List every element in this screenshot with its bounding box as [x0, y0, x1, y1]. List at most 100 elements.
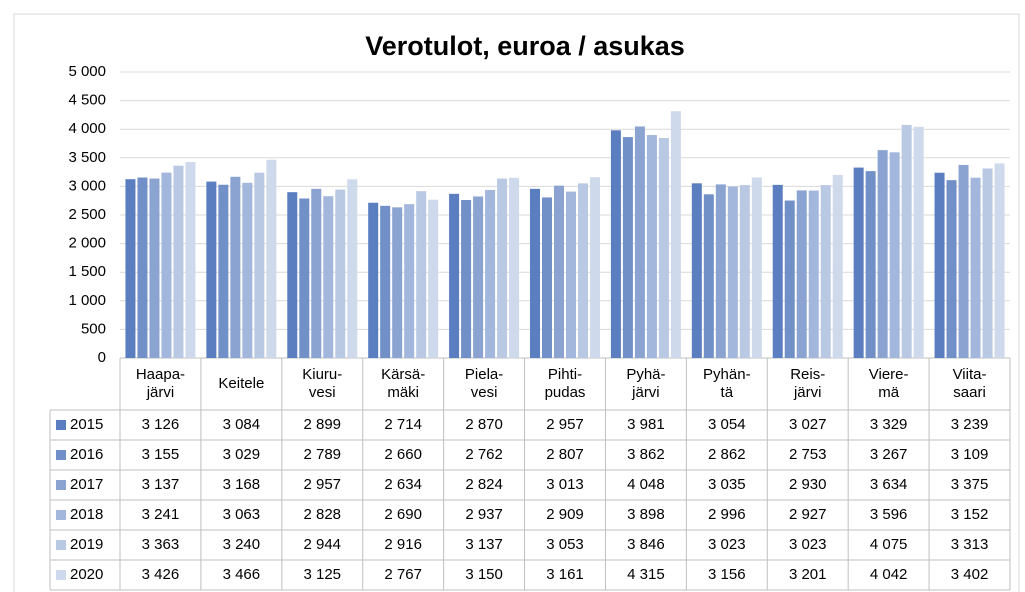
bar	[982, 168, 993, 358]
data-label: 4 048	[627, 476, 665, 493]
data-label: 2 824	[465, 476, 503, 493]
data-label: 4 075	[870, 536, 908, 553]
data-label: 3 155	[142, 446, 180, 463]
bar	[323, 196, 334, 358]
chart-title: Verotulot, euroa / asukas	[365, 31, 685, 61]
data-label: 3 846	[627, 536, 665, 553]
data-label: 2 690	[384, 506, 422, 523]
data-label: 3 426	[142, 566, 180, 583]
legend-label: 2017	[70, 476, 103, 493]
x-tick-label: Reis-	[790, 366, 825, 383]
data-label: 2 930	[789, 476, 827, 493]
bar	[796, 190, 807, 358]
bar	[877, 150, 888, 358]
x-tick-label: järvi	[146, 384, 175, 401]
bar	[994, 163, 1005, 358]
legend-swatch	[56, 450, 66, 460]
bar	[473, 196, 484, 358]
data-label: 3 084	[223, 416, 261, 433]
x-tick-label: Viere-	[869, 366, 909, 383]
bar	[691, 183, 702, 358]
x-tick-label: vesi	[309, 384, 336, 401]
bar	[578, 183, 588, 358]
data-label: 3 241	[142, 506, 180, 523]
data-label: 3 137	[142, 476, 180, 493]
bar	[242, 182, 253, 358]
data-label: 3 023	[708, 536, 746, 553]
data-label: 3 109	[951, 446, 989, 463]
data-label: 3 267	[870, 446, 908, 463]
legend-label: 2016	[70, 446, 103, 463]
data-label: 3 053	[546, 536, 584, 553]
data-label: 2 996	[708, 506, 746, 523]
y-tick-label: 5 000	[68, 63, 106, 80]
x-tick-label: Pyhä-	[626, 366, 665, 383]
y-tick-label: 3 500	[68, 149, 106, 166]
bar	[832, 174, 843, 358]
bar	[125, 179, 136, 358]
bar	[149, 178, 160, 358]
data-label: 2 807	[546, 446, 584, 463]
x-tick-label: järvi	[793, 384, 822, 401]
bar	[254, 172, 265, 358]
bar	[566, 191, 576, 358]
data-label: 3 125	[303, 566, 341, 583]
bar	[449, 193, 460, 358]
bar	[218, 184, 229, 358]
bar	[889, 152, 900, 358]
bar	[530, 188, 540, 358]
x-tick-label: Haapa-	[136, 366, 185, 383]
bar	[206, 181, 217, 358]
data-label: 3 150	[465, 566, 503, 583]
y-tick-label: 1 500	[68, 263, 106, 280]
data-label: 4 042	[870, 566, 908, 583]
data-label: 3 152	[951, 506, 989, 523]
data-label: 3 898	[627, 506, 665, 523]
bar	[739, 185, 750, 358]
bar	[622, 137, 633, 358]
data-label: 3 013	[546, 476, 584, 493]
data-label: 3 168	[223, 476, 261, 493]
data-label: 2 909	[546, 506, 584, 523]
bar	[392, 207, 403, 358]
bar	[670, 111, 681, 358]
data-label: 3 329	[870, 416, 908, 433]
data-label: 2 899	[303, 416, 341, 433]
data-label: 2 937	[465, 506, 503, 523]
bar	[958, 164, 969, 358]
data-label: 3 313	[951, 536, 989, 553]
bar	[497, 178, 508, 358]
data-label: 3 240	[223, 536, 261, 553]
bar	[715, 184, 726, 358]
data-label: 2 862	[708, 446, 746, 463]
bar	[820, 185, 831, 358]
data-label: 3 363	[142, 536, 180, 553]
x-tick-label: Viita-	[953, 366, 987, 383]
x-tick-label: mä	[878, 384, 899, 401]
data-label: 3 596	[870, 506, 908, 523]
bar	[299, 198, 310, 358]
x-tick-label: järvi	[631, 384, 660, 401]
data-label: 3 126	[142, 416, 180, 433]
bar	[542, 197, 552, 358]
data-label: 3 137	[465, 536, 503, 553]
bar	[727, 186, 738, 358]
data-label: 2 870	[465, 416, 503, 433]
data-label: 3 402	[951, 566, 989, 583]
bar	[703, 194, 714, 358]
data-label: 2 944	[303, 536, 341, 553]
data-label: 3 981	[627, 416, 665, 433]
data-label: 3 023	[789, 536, 827, 553]
data-label: 3 029	[223, 446, 261, 463]
x-tick-label: Kärsä-	[381, 366, 425, 383]
y-tick-label: 0	[98, 349, 106, 366]
legend-swatch	[56, 420, 66, 430]
y-tick-label: 2 000	[68, 235, 106, 252]
bar	[610, 130, 621, 358]
data-label: 2 762	[465, 446, 503, 463]
legend-label: 2018	[70, 506, 103, 523]
data-label: 3 035	[708, 476, 746, 493]
x-tick-label: Pyhän-	[703, 366, 751, 383]
